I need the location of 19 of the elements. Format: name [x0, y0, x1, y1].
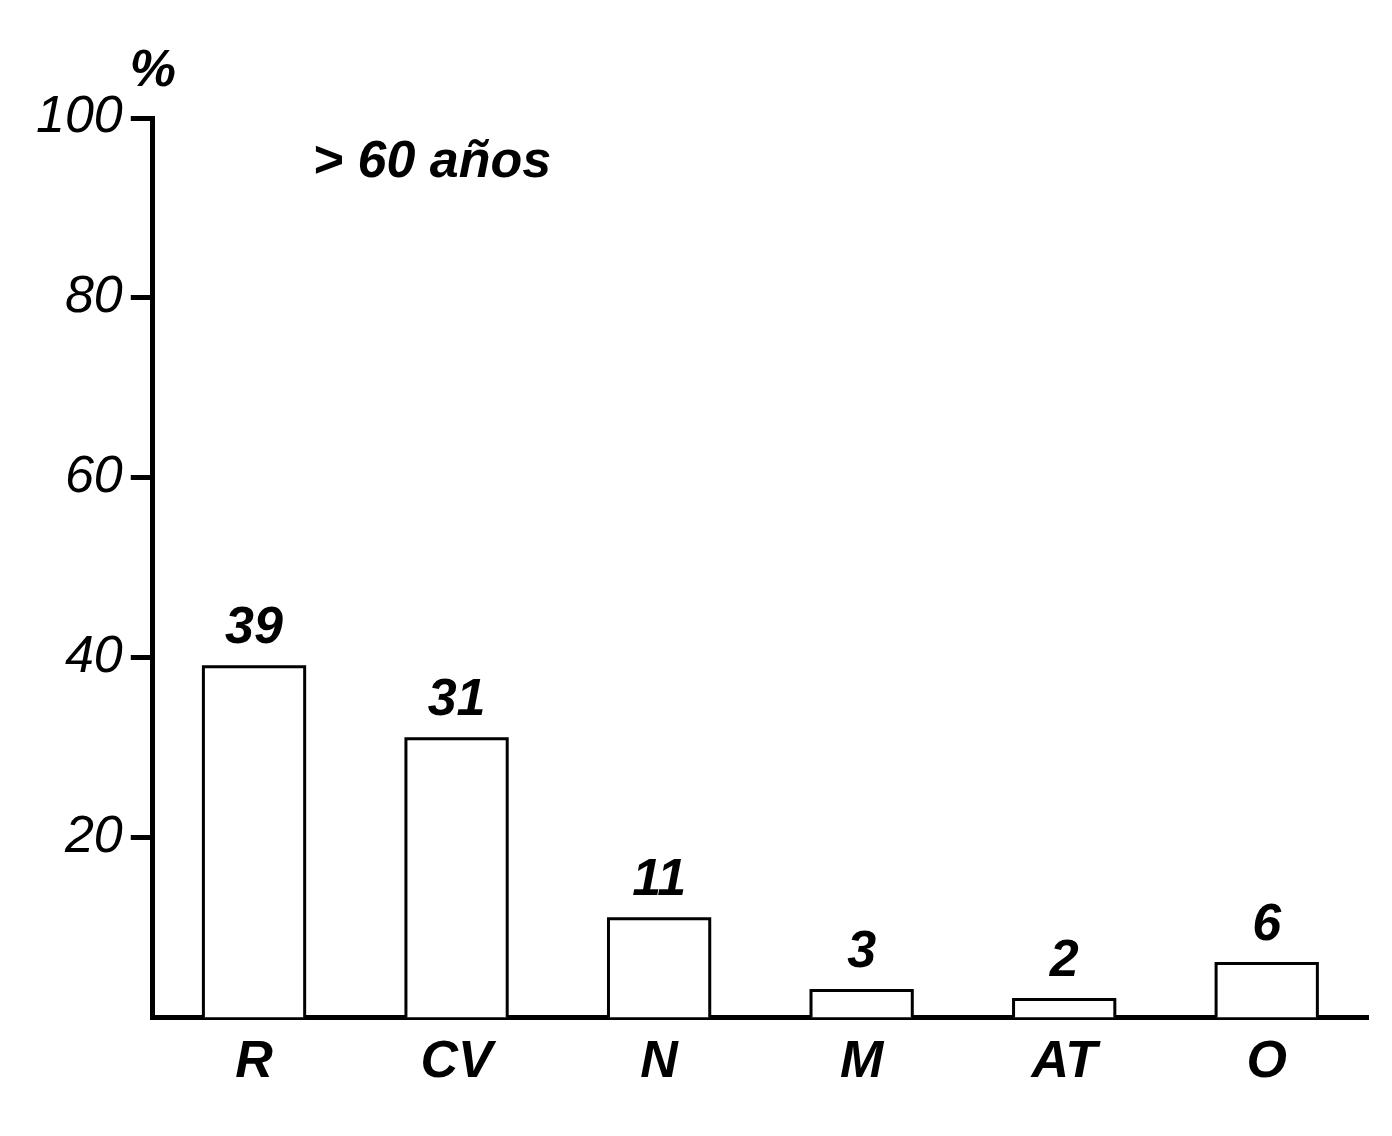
data-label: 39 — [225, 596, 284, 655]
x-tick-label: R — [235, 1030, 274, 1089]
y-tick-label: 80 — [64, 265, 123, 324]
x-tick-label: O — [1246, 1030, 1287, 1089]
x-tick-label: CV — [420, 1030, 497, 1089]
chart-title: > 60 años — [312, 130, 552, 189]
y-tick-label: 100 — [35, 85, 123, 144]
data-label: 3 — [847, 919, 877, 978]
x-tick-label: M — [839, 1030, 885, 1089]
data-label: 11 — [632, 847, 687, 906]
y-axis-title: % — [129, 39, 176, 98]
data-label: 31 — [427, 668, 486, 727]
x-tick-label: AT — [1029, 1030, 1102, 1089]
x-tick-label: N — [640, 1030, 680, 1089]
y-tick-label: 60 — [64, 445, 123, 504]
data-label: 2 — [1048, 928, 1079, 987]
y-tick-label: 40 — [64, 625, 123, 684]
y-tick-label: 20 — [63, 805, 123, 864]
data-label: 6 — [1252, 892, 1283, 951]
